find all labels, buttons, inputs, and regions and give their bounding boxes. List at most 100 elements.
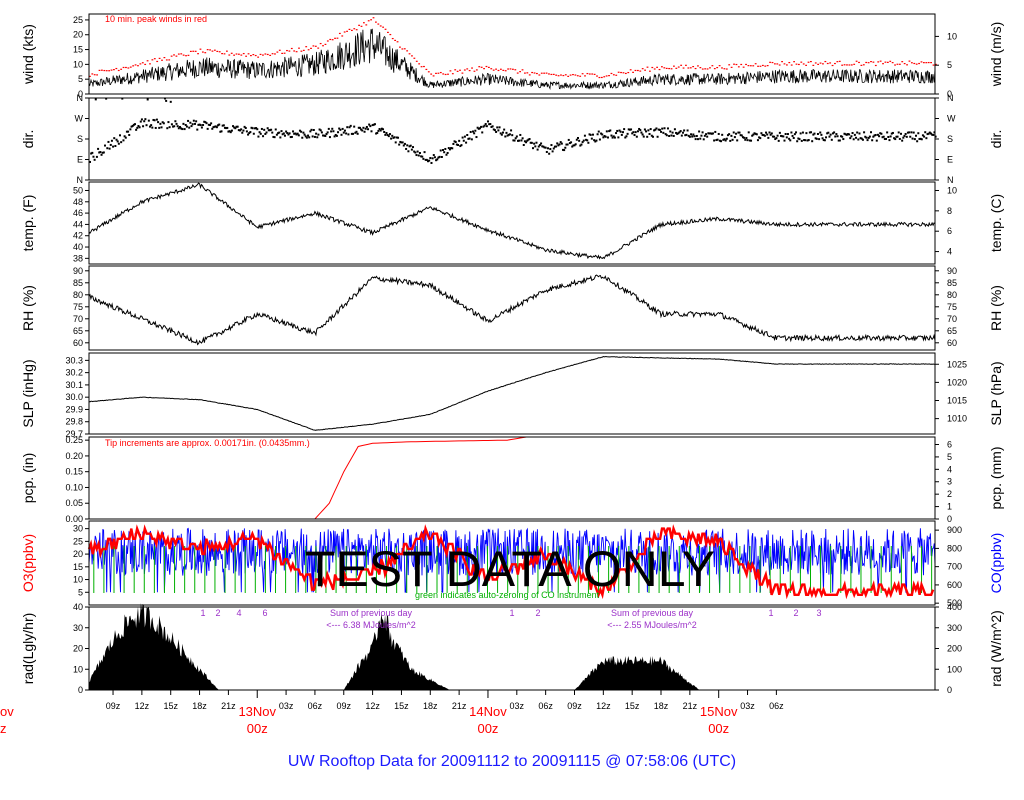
dir-point	[870, 131, 873, 134]
dir-point	[651, 135, 654, 138]
dir-point	[698, 130, 701, 133]
dir-point	[696, 138, 699, 141]
dir-point	[561, 148, 564, 151]
panel-o3co-ytick-label: 10	[73, 575, 83, 585]
dir-point	[159, 122, 162, 125]
dir-point	[792, 136, 795, 139]
dir-point	[580, 143, 583, 146]
dir-point	[752, 133, 755, 136]
panel-o3co-ylabel-right: CO(ppbv)	[988, 533, 1004, 594]
panel-rad-ytick-right-label: 200	[947, 644, 962, 654]
dir-point	[841, 135, 844, 138]
panel-rad-ytick-right-label: 300	[947, 623, 962, 633]
dir-point	[813, 132, 816, 135]
dir-point	[268, 129, 271, 132]
dir-point	[691, 135, 694, 138]
dir-point	[669, 130, 672, 133]
panel-slp-ylabel-right: SLP (hPa)	[988, 361, 1004, 425]
dir-point	[921, 134, 924, 137]
dir-point	[527, 138, 530, 141]
dir-point	[863, 131, 866, 134]
axis-ticks: 05101520250510NESWNNESWN3840424446485046…	[65, 15, 967, 695]
dir-point	[875, 139, 878, 142]
dir-point	[605, 130, 608, 133]
dir-point	[916, 140, 919, 143]
dir-point	[428, 159, 431, 162]
dir-point	[844, 133, 847, 136]
dir-point	[215, 126, 218, 129]
panel-slp-ytick-right-label: 1010	[947, 414, 967, 424]
dir-point	[335, 134, 338, 137]
dir-point	[758, 136, 761, 139]
dir-point	[606, 136, 609, 139]
panel-dir-frame	[88, 97, 936, 181]
dir-point	[427, 160, 430, 163]
dir-point	[371, 124, 374, 127]
dir-point	[572, 144, 575, 147]
panel-rh-ytick-label: 90	[73, 266, 83, 276]
dir-point	[200, 126, 203, 129]
panel-slp-ytick-right-label: 1020	[947, 377, 967, 387]
dir-point	[785, 136, 788, 139]
panel-pcp-ytick-label: 0.05	[65, 498, 83, 508]
dir-point	[530, 141, 533, 144]
panel-rad-ytick-label: 20	[73, 644, 83, 654]
dir-point	[831, 132, 834, 135]
dir-point	[488, 123, 491, 126]
panel-temp-ytick-label: 40	[73, 242, 83, 252]
dir-point	[852, 138, 855, 141]
dir-point	[315, 132, 318, 135]
dir-point	[911, 137, 914, 140]
dir-point	[593, 139, 596, 142]
dir-point	[656, 135, 659, 138]
dir-point	[618, 129, 621, 132]
dir-point	[793, 133, 796, 136]
dir-point	[799, 132, 802, 135]
dir-point	[181, 128, 184, 131]
dir-point	[761, 133, 764, 136]
dir-point	[902, 136, 905, 139]
dir-point	[874, 133, 877, 136]
dir-point	[590, 137, 593, 140]
panel-dir-ytick-label: W	[75, 114, 84, 124]
dir-point	[701, 131, 704, 134]
dir-point	[567, 138, 570, 141]
dir-point	[574, 143, 577, 146]
dir-point	[481, 131, 484, 134]
dir-point	[493, 129, 496, 132]
dir-point	[445, 153, 448, 156]
dir-point	[108, 147, 111, 150]
dir-point	[322, 134, 325, 137]
dir-point	[866, 139, 869, 142]
dir-point	[243, 125, 246, 128]
day-label-left: ov	[0, 704, 14, 719]
dir-point	[872, 135, 875, 138]
dir-point	[859, 137, 862, 140]
panel-pcp-ytick-right-label: 3	[947, 477, 952, 487]
dir-point	[375, 132, 378, 135]
dir-point	[466, 134, 469, 137]
dir-point	[161, 121, 164, 124]
rad-marker: 6	[262, 608, 267, 618]
dir-point	[242, 129, 245, 132]
panel-pcp-ylabel: pcp. (in)	[20, 453, 36, 504]
x-tick-label: 03z	[279, 701, 294, 711]
panel-o3co-ytick-label: 15	[73, 562, 83, 572]
dir-point	[671, 131, 674, 134]
dir-point	[643, 128, 646, 131]
wind-series	[88, 28, 936, 90]
dir-point	[271, 131, 274, 134]
dir-point	[199, 124, 202, 127]
dir-point	[280, 130, 283, 133]
dir-point	[713, 139, 716, 142]
dir-point	[670, 134, 673, 137]
dir-point	[678, 131, 681, 134]
panel-dir-ytick-right-label: N	[947, 175, 954, 185]
dir-point	[586, 139, 589, 142]
dir-point	[597, 130, 600, 133]
rad-annotation-line1: Sum of previous day	[611, 608, 694, 618]
dir-point	[236, 125, 239, 128]
panel-temp-ylabel: temp. (F)	[20, 195, 36, 252]
dir-point	[490, 125, 493, 128]
dir-point	[137, 125, 140, 128]
